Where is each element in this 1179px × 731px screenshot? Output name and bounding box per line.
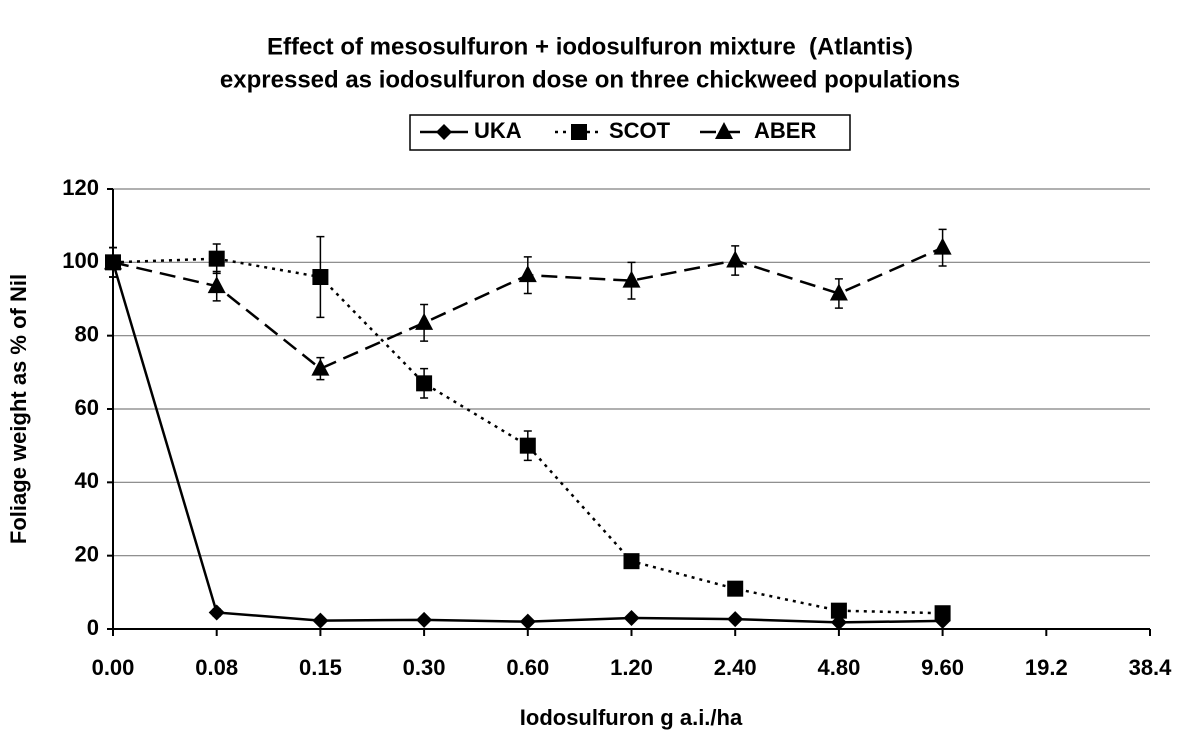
legend-label: UKA [474, 118, 522, 143]
x-tick-label: 19.2 [1025, 655, 1068, 680]
chart-title: Effect of mesosulfuron + iodosulfuron mi… [267, 33, 913, 60]
legend-marker [436, 124, 452, 140]
marker [726, 250, 745, 268]
y-tick-label: 80 [75, 321, 99, 346]
marker [519, 437, 536, 454]
marker [416, 375, 433, 392]
marker [415, 312, 434, 330]
marker [829, 283, 848, 301]
x-tick-label: 0.30 [403, 655, 446, 680]
chart-title: expressed as iodosulfuron dose on three … [220, 66, 960, 93]
x-tick-label: 4.80 [817, 655, 860, 680]
marker [518, 265, 537, 283]
marker [311, 358, 330, 376]
marker [622, 270, 641, 288]
legend-marker [571, 124, 587, 140]
y-tick-label: 120 [62, 175, 99, 200]
marker [934, 605, 951, 622]
marker [312, 612, 329, 629]
x-axis-label: Iodosulfuron g a.i./ha [520, 705, 743, 730]
x-tick-label: 0.08 [195, 655, 238, 680]
marker [312, 269, 329, 285]
marker [104, 252, 122, 270]
legend-label: SCOT [609, 118, 671, 143]
y-tick-label: 40 [75, 468, 99, 493]
marker [727, 580, 744, 597]
x-tick-label: 9.60 [921, 655, 964, 680]
x-tick-label: 0.15 [299, 655, 342, 680]
marker [416, 611, 433, 628]
marker [519, 613, 536, 630]
marker [207, 276, 226, 294]
y-tick-label: 20 [75, 541, 99, 566]
y-tick-label: 60 [75, 395, 99, 420]
y-tick-label: 0 [87, 615, 99, 640]
marker [727, 611, 744, 628]
marker [208, 250, 225, 267]
marker [830, 602, 847, 619]
legend-label: ABER [754, 118, 816, 143]
legend-marker [715, 122, 733, 139]
x-tick-label: 1.20 [610, 655, 653, 680]
marker [933, 237, 952, 255]
marker [623, 610, 640, 626]
x-tick-label: 2.40 [714, 655, 757, 680]
legend-box [409, 114, 851, 151]
marker [623, 553, 640, 570]
x-tick-label: 38.4 [1129, 655, 1173, 680]
marker [208, 604, 225, 621]
x-tick-label: 0.00 [92, 655, 135, 680]
series-line [112, 257, 943, 615]
x-tick-label: 0.60 [506, 655, 549, 680]
y-tick-label: 100 [62, 248, 99, 273]
y-axis-label: Foliage weight as % of Nil [6, 274, 31, 544]
